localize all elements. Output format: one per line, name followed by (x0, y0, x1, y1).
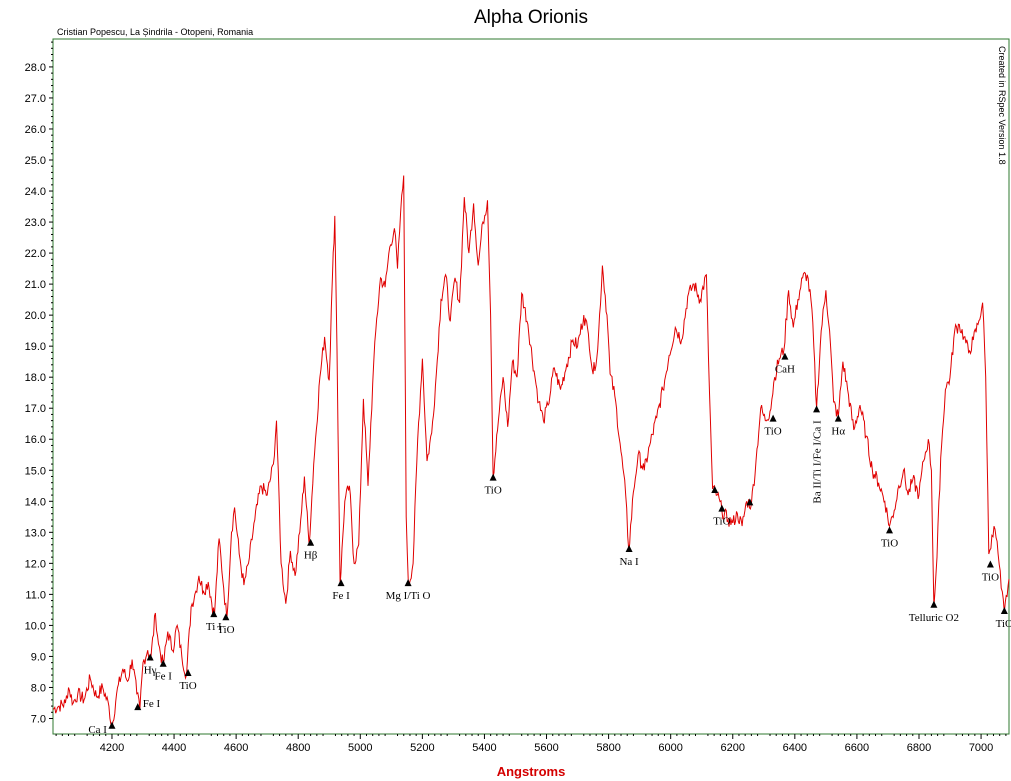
line-label: Fe I (332, 590, 350, 602)
y-tick-label: 26.0 (25, 124, 46, 136)
line-marker (781, 352, 789, 360)
y-tick-label: 10.0 (25, 620, 46, 632)
y-tick-label: 16.0 (25, 434, 46, 446)
line-label: Hγ (144, 665, 157, 677)
line-marker (711, 485, 719, 493)
line-label: Ca I (88, 724, 107, 736)
line-label: Hβ (304, 550, 318, 562)
line-marker (134, 703, 142, 711)
y-tick-label: 20.0 (25, 310, 46, 322)
x-tick-label: 6600 (845, 742, 869, 754)
line-marker (986, 560, 994, 568)
y-tick-label: 15.0 (25, 465, 46, 477)
line-marker (184, 669, 192, 677)
line-marker (222, 613, 230, 621)
line-label: Na I (619, 556, 639, 568)
y-tick-label: 17.0 (25, 403, 46, 415)
line-marker (813, 405, 821, 413)
line-label: TiO (179, 680, 196, 692)
chart-title: Alpha Orionis (474, 7, 588, 28)
y-tick-label: 22.0 (25, 248, 46, 260)
y-tick-label: 12.0 (25, 558, 46, 570)
x-tick-label: 6200 (721, 742, 745, 754)
line-label: Hα (831, 426, 845, 438)
x-tick-label: 5800 (596, 742, 620, 754)
line-marker (307, 538, 315, 546)
x-axis: 4200 4400 4600 4800 5000 5200 5400 5600 5800 6000… (55, 734, 1007, 754)
x-tick-label: 4200 (100, 742, 124, 754)
spectrum-line (52, 175, 1010, 728)
line-marker (146, 653, 154, 661)
line-label: CaH (775, 364, 795, 376)
y-tick-label: 23.0 (25, 217, 46, 229)
x-tick-label: 5400 (472, 742, 496, 754)
x-tick-label: 5600 (534, 742, 558, 754)
line-marker (886, 526, 893, 534)
y-axis: 7.0 8.0 9.0 10.0 11.0 12.0 13.0 14.0 15.0 16.0 17.… (25, 41, 53, 725)
y-tick-label: 28.0 (25, 62, 46, 74)
y-tick-label: 14.0 (25, 496, 46, 508)
chart-subtitle: Cristian Popescu, La Șindrila - Otopeni,… (57, 27, 253, 37)
line-label: Fe I (154, 671, 172, 683)
y-tick-label: 27.0 (25, 93, 46, 105)
y-tick-label: 25.0 (25, 155, 46, 167)
line-marker (834, 414, 842, 422)
line-marker (108, 721, 116, 729)
line-label: TiO (881, 537, 898, 549)
line-label: Ti I (206, 621, 222, 633)
line-label: TiO (484, 485, 501, 497)
y-tick-label: 11.0 (25, 589, 46, 601)
x-tick-label: 4800 (286, 742, 310, 754)
line-marker (210, 610, 218, 618)
y-tick-label: 24.0 (25, 186, 46, 198)
line-marker (337, 579, 345, 587)
x-tick-label: 6000 (658, 742, 682, 754)
line-label: Telluric O2 (909, 612, 959, 624)
y-tick-label: 7.0 (31, 713, 46, 725)
line-marker (625, 544, 633, 552)
line-label: Ba II/Ti I/Fe I/Ca I (812, 420, 824, 504)
y-tick-label: 18.0 (25, 372, 46, 384)
line-marker (718, 504, 726, 512)
plot-frame (52, 38, 1010, 735)
x-tick-label: 6400 (783, 742, 807, 754)
y-tick-label: 19.0 (25, 341, 46, 353)
line-label: TiO (764, 426, 781, 438)
line-label: TiO (982, 571, 999, 583)
line-label: TiO (217, 624, 234, 636)
x-tick-label: 5200 (410, 742, 434, 754)
line-marker (404, 579, 412, 587)
line-marker (159, 659, 167, 667)
x-tick-label: 6800 (907, 742, 931, 754)
x-tick-label: 4600 (224, 742, 248, 754)
y-tick-label: 8.0 (31, 682, 46, 694)
line-marker (769, 414, 777, 422)
x-tick-label: 7000 (969, 742, 993, 754)
y-tick-label: 21.0 (25, 279, 46, 291)
y-tick-label: 9.0 (31, 651, 46, 663)
x-tick-label: 5000 (348, 742, 372, 754)
line-marker (746, 498, 754, 506)
y-tick-label: 13.0 (25, 527, 46, 539)
line-label: TiO (713, 516, 730, 528)
line-marker (930, 600, 938, 608)
line-label: TiO (996, 618, 1011, 630)
line-label: Mg I/Ti O (386, 590, 431, 602)
x-tick-label: 4400 (162, 742, 186, 754)
software-note: Created in RSpec Version 1.8 (997, 46, 1007, 165)
line-label: Fe I (143, 698, 161, 710)
x-axis-label: Angstroms (497, 764, 566, 779)
line-marker (489, 473, 497, 481)
line-marker (1000, 606, 1008, 614)
